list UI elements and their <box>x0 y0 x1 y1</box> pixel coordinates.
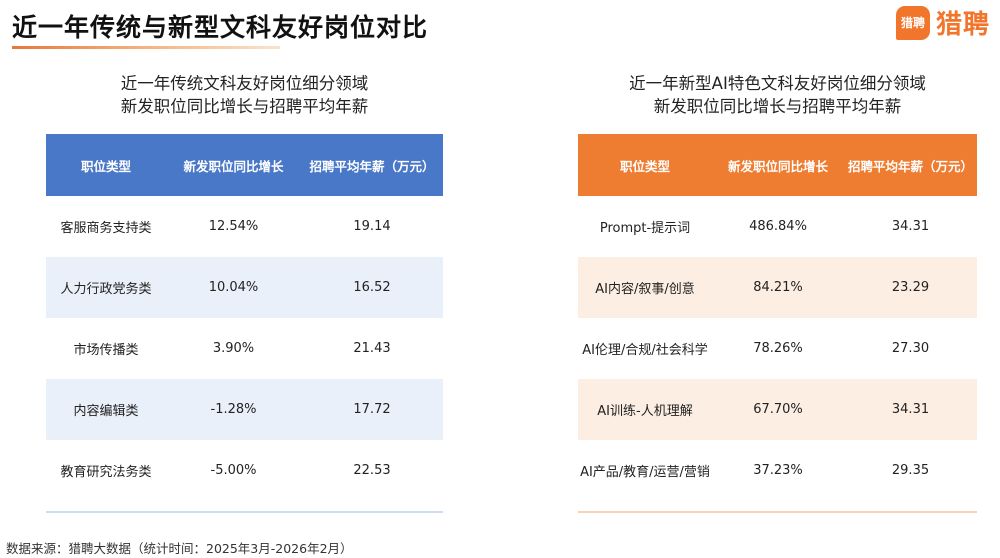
cell-salary: 29.35 <box>891 463 930 478</box>
header-salary: 招聘平均年薪（万元） <box>847 158 973 174</box>
cell-job-type: AI训练-人机理解 <box>597 404 693 419</box>
cell-job-type: 人力行政党务类 <box>60 282 152 297</box>
cell-job-type: 市场传播类 <box>73 343 139 358</box>
cell-salary: 27.30 <box>891 341 930 356</box>
cell-growth: 67.70% <box>753 402 803 417</box>
cell-job-type: 客服商务支持类 <box>60 221 152 236</box>
cell-job-type: 内容编辑类 <box>73 404 139 419</box>
cell-salary: 23.29 <box>891 280 930 295</box>
traditional-roles-panel: 近一年传统文科友好岗位细分领域 新发职位同比增长与招聘平均年薪 职位类型 新发职… <box>46 72 443 513</box>
table-header: 职位类型 新发职位同比增长 招聘平均年薪（万元） <box>578 134 977 196</box>
cell-salary: 34.31 <box>891 402 930 417</box>
cell-job-type: AI产品/教育/运营/营销 <box>580 465 710 480</box>
subtitle-line-2: 新发职位同比增长与招聘平均年薪 <box>653 97 902 116</box>
cell-salary: 21.43 <box>353 341 391 356</box>
cell-salary: 34.31 <box>891 219 930 234</box>
table-row: Prompt-提示词 486.84% 34.31 <box>578 196 977 257</box>
cell-salary: 17.72 <box>353 402 391 417</box>
title-underline <box>12 46 280 49</box>
table-row: AI伦理/合规/社会科学 78.26% 27.30 <box>578 318 977 379</box>
page-title: 近一年传统与新型文科友好岗位对比 <box>12 13 429 42</box>
panel-bottom-border <box>46 501 443 513</box>
data-source-footnote: 数据来源：猎聘大数据（统计时间：2025年3月-2026年2月） <box>6 541 353 556</box>
table-row: AI产品/教育/运营/营销 37.23% 29.35 <box>578 440 977 501</box>
header-job-type: 职位类型 <box>619 158 670 174</box>
cell-growth: 84.21% <box>753 280 803 295</box>
logo-text: 猎聘 <box>935 10 990 40</box>
header-salary: 招聘平均年薪（万元） <box>309 158 435 174</box>
cell-job-type: 教育研究法务类 <box>60 465 152 480</box>
table-row: AI训练-人机理解 67.70% 34.31 <box>578 379 977 440</box>
panel-bottom-border <box>578 501 977 513</box>
ai-roles-panel: 近一年新型AI特色文科友好岗位细分领域 新发职位同比增长与招聘平均年薪 职位类型… <box>578 72 977 513</box>
header-growth: 新发职位同比增长 <box>727 158 828 174</box>
cell-salary: 19.14 <box>353 219 391 234</box>
cell-growth: 486.84% <box>749 219 807 234</box>
table-row: 人力行政党务类 10.04% 16.52 <box>46 257 443 318</box>
table-row: 教育研究法务类 -5.00% 22.53 <box>46 440 443 501</box>
header-job-type: 职位类型 <box>80 158 131 174</box>
cell-growth: 10.04% <box>208 280 259 295</box>
cell-job-type: Prompt-提示词 <box>599 221 691 236</box>
cell-growth: 78.26% <box>753 341 803 356</box>
cell-job-type: AI内容/叙事/创意 <box>595 282 695 297</box>
table-row: AI内容/叙事/创意 84.21% 23.29 <box>578 257 977 318</box>
liepin-logo: 猎聘 猎聘 <box>895 4 990 41</box>
cell-salary: 16.52 <box>353 280 391 295</box>
cell-growth: 37.23% <box>753 463 803 478</box>
cell-growth: 12.54% <box>208 219 259 234</box>
subtitle-line-1: 近一年传统文科友好岗位细分领域 <box>120 74 369 93</box>
cell-growth: -5.00% <box>210 463 257 478</box>
cell-growth: 3.90% <box>212 341 255 356</box>
header-growth: 新发职位同比增长 <box>183 158 284 174</box>
cell-growth: -1.28% <box>210 402 257 417</box>
table-row: 市场传播类 3.90% 21.43 <box>46 318 443 379</box>
traditional-panel-subtitle: 近一年传统文科友好岗位细分领域 新发职位同比增长与招聘平均年薪 <box>46 72 443 134</box>
ai-panel-subtitle: 近一年新型AI特色文科友好岗位细分领域 新发职位同比增长与招聘平均年薪 <box>578 72 977 134</box>
table-header: 职位类型 新发职位同比增长 招聘平均年薪（万元） <box>46 134 443 196</box>
cell-job-type: AI伦理/合规/社会科学 <box>582 343 708 358</box>
table-row: 客服商务支持类 12.54% 19.14 <box>46 196 443 257</box>
cell-salary: 22.53 <box>353 463 391 478</box>
logo-badge-icon: 猎聘 <box>895 5 930 40</box>
table-row: 内容编辑类 -1.28% 17.72 <box>46 379 443 440</box>
subtitle-line-1: 近一年新型AI特色文科友好岗位细分领域 <box>629 74 926 93</box>
subtitle-line-2: 新发职位同比增长与招聘平均年薪 <box>120 97 369 116</box>
